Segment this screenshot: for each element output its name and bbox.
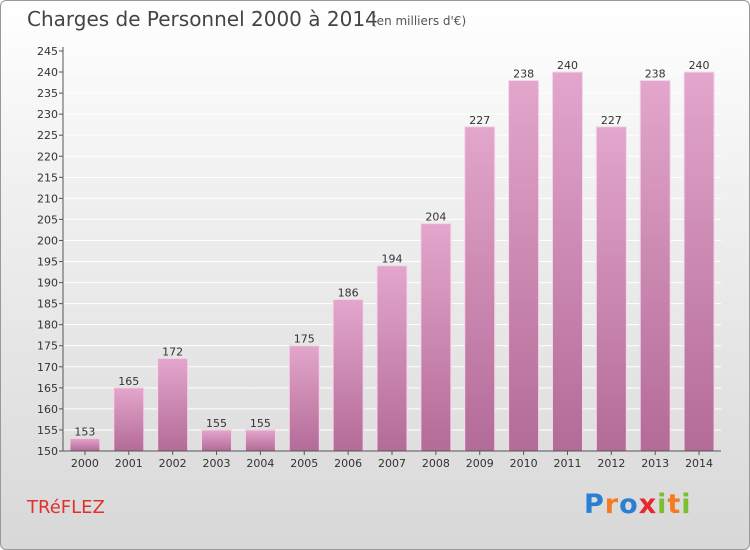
chart-subtitle: (en milliers d'€) <box>372 14 467 28</box>
y-tick-label: 230 <box>37 108 58 121</box>
value-label-2001: 165 <box>118 375 139 388</box>
brand-letter: i <box>657 489 668 520</box>
bar-2004 <box>244 429 276 452</box>
value-label-2002: 172 <box>162 345 183 358</box>
y-tick-label: 175 <box>37 340 58 353</box>
bar-2007 <box>376 265 408 452</box>
x-tick-label-2011: 2011 <box>553 457 581 470</box>
brand-letter: i <box>681 489 692 520</box>
bar-2012 <box>595 126 627 452</box>
y-tick-label: 155 <box>37 424 58 437</box>
brand-letter: r <box>604 489 620 520</box>
y-tick-label: 200 <box>37 234 58 247</box>
brand-letter: t <box>667 489 682 520</box>
x-tick-label-2006: 2006 <box>334 457 362 470</box>
value-label-2011: 240 <box>557 59 578 72</box>
x-tick-label-2010: 2010 <box>510 457 538 470</box>
bar-2010 <box>508 79 540 452</box>
x-tick-label-2013: 2013 <box>641 457 669 470</box>
axes: 150 155 160 165 170 175 180 185 190 195 200 205 210 2… <box>37 45 721 470</box>
bar-2006 <box>332 298 364 452</box>
x-tick-label-2014: 2014 <box>685 457 713 470</box>
brand-logo: Proxiti <box>584 489 692 520</box>
y-tick-label: 210 <box>37 192 58 205</box>
bar-2008 <box>420 223 452 452</box>
bar-2011 <box>551 71 583 452</box>
value-label-2003: 155 <box>206 417 227 430</box>
x-tick-label-2004: 2004 <box>246 457 274 470</box>
y-tick-label: 180 <box>37 319 58 332</box>
bar-2000 <box>69 437 101 452</box>
town-name: TRéFLEZ <box>27 497 105 518</box>
y-tick-label: 170 <box>37 361 58 374</box>
value-label-2014: 240 <box>689 59 710 72</box>
bar-2003 <box>201 429 233 452</box>
x-tick-label-2012: 2012 <box>597 457 625 470</box>
value-label-2004: 155 <box>250 417 271 430</box>
value-label-2007: 194 <box>382 253 403 266</box>
chart-title: Charges de Personnel 2000 à 2014 <box>27 7 378 31</box>
x-tick-label-2008: 2008 <box>422 457 450 470</box>
bar-2009 <box>464 126 496 452</box>
bar-2002 <box>157 357 189 452</box>
x-tick-label-2007: 2007 <box>378 457 406 470</box>
value-label-2010: 238 <box>513 67 534 80</box>
value-label-2009: 227 <box>469 114 490 127</box>
x-tick-label-2002: 2002 <box>159 457 187 470</box>
bar-2005 <box>288 345 320 452</box>
brand-letter: P <box>584 489 605 520</box>
brand-letter: o <box>619 489 639 520</box>
bar-2001 <box>113 387 145 452</box>
value-label-2012: 227 <box>601 114 622 127</box>
bar-2014 <box>683 71 715 452</box>
x-tick-label-2001: 2001 <box>115 457 143 470</box>
bar-2013 <box>639 79 671 452</box>
y-tick-label: 190 <box>37 277 58 290</box>
y-tick-label: 235 <box>37 87 58 100</box>
y-tick-label: 150 <box>37 445 58 458</box>
x-tick-label-2009: 2009 <box>466 457 494 470</box>
value-label-2006: 186 <box>338 286 359 299</box>
y-tick-label: 240 <box>37 66 58 79</box>
y-tick-label: 220 <box>37 150 58 163</box>
value-label-2005: 175 <box>294 333 315 346</box>
y-tick-label: 160 <box>37 403 58 416</box>
bars: 153 165 172 155 155 175 186 194 204 227 238 240 227 2… <box>69 59 715 452</box>
value-label-2013: 238 <box>645 67 666 80</box>
y-tick-label: 225 <box>37 129 58 142</box>
x-tick-label-2003: 2003 <box>203 457 231 470</box>
y-tick-label: 195 <box>37 256 58 269</box>
x-tick-label-2005: 2005 <box>290 457 318 470</box>
x-tick-label-2000: 2000 <box>71 457 99 470</box>
y-tick-label: 205 <box>37 213 58 226</box>
y-tick-label: 165 <box>37 382 58 395</box>
y-tick-label: 245 <box>37 45 58 58</box>
y-tick-label: 185 <box>37 298 58 311</box>
y-tick-label: 215 <box>37 171 58 184</box>
brand-letter: x <box>638 489 658 520</box>
value-label-2008: 204 <box>425 211 446 224</box>
value-label-2000: 153 <box>74 425 95 438</box>
